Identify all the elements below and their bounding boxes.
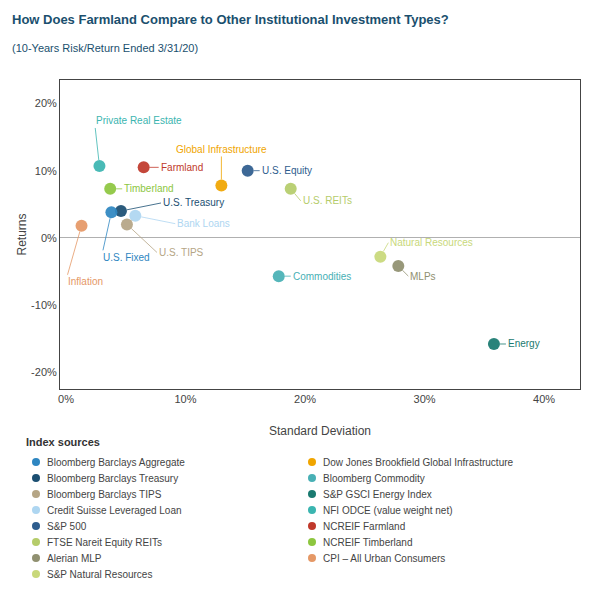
- svg-text:Bloomberg Commodity: Bloomberg Commodity: [323, 473, 425, 484]
- svg-text:S&P Natural Resources: S&P Natural Resources: [47, 569, 152, 580]
- svg-text:NCREIF Timberland: NCREIF Timberland: [323, 537, 412, 548]
- svg-text:Energy: Energy: [508, 338, 540, 349]
- svg-text:U.S. Equity: U.S. Equity: [262, 165, 312, 176]
- svg-text:Farmland: Farmland: [161, 162, 203, 173]
- svg-text:Alerian MLP: Alerian MLP: [47, 553, 102, 564]
- svg-text:Commodities: Commodities: [293, 271, 351, 282]
- svg-text:0%: 0%: [58, 393, 74, 405]
- svg-text:Bank Loans: Bank Loans: [177, 218, 230, 229]
- svg-text:-20%: -20%: [31, 366, 57, 378]
- svg-text:Global Infrastructure: Global Infrastructure: [176, 144, 267, 155]
- svg-text:CPI – All Urban Consumers: CPI – All Urban Consumers: [323, 553, 445, 564]
- svg-text:Bloomberg Barclays TIPS: Bloomberg Barclays TIPS: [47, 489, 162, 500]
- svg-text:30%: 30%: [414, 393, 436, 405]
- svg-text:U.S. Treasury: U.S. Treasury: [163, 197, 224, 208]
- svg-text:Index sources: Index sources: [26, 436, 100, 448]
- svg-text:MLPs: MLPs: [410, 271, 436, 282]
- svg-text:Returns: Returns: [15, 213, 29, 255]
- svg-text:U.S. TIPS: U.S. TIPS: [159, 247, 204, 258]
- svg-text:Natural Resources: Natural Resources: [390, 237, 473, 248]
- svg-text:40%: 40%: [533, 393, 555, 405]
- svg-text:How Does Farmland Compare to O: How Does Farmland Compare to Other Insti…: [12, 12, 449, 27]
- svg-text:0%: 0%: [41, 232, 57, 244]
- svg-text:Dow Jones Brookfield Global In: Dow Jones Brookfield Global Infrastructu…: [323, 457, 514, 468]
- svg-text:Standard Deviation: Standard Deviation: [269, 424, 371, 438]
- svg-text:FTSE Nareit Equity REITs: FTSE Nareit Equity REITs: [47, 537, 162, 548]
- svg-text:Bloomberg Barclays Treasury: Bloomberg Barclays Treasury: [47, 473, 178, 484]
- svg-text:20%: 20%: [35, 97, 57, 109]
- svg-text:Private Real Estate: Private Real Estate: [96, 115, 182, 126]
- svg-text:Timberland: Timberland: [124, 183, 174, 194]
- svg-text:S&P 500: S&P 500: [47, 521, 87, 532]
- svg-text:Bloomberg Barclays Aggregate: Bloomberg Barclays Aggregate: [47, 457, 185, 468]
- svg-text:20%: 20%: [294, 393, 316, 405]
- svg-text:Credit Suisse Leveraged Loan: Credit Suisse Leveraged Loan: [47, 505, 182, 516]
- svg-text:U.S. REITs: U.S. REITs: [303, 195, 352, 206]
- svg-text:10%: 10%: [35, 165, 57, 177]
- svg-text:Inflation: Inflation: [68, 276, 103, 287]
- svg-text:(10-Years Risk/Return Ended 3/: (10-Years Risk/Return Ended 3/31/20): [12, 42, 198, 54]
- svg-text:NFI ODCE (value weight net): NFI ODCE (value weight net): [323, 505, 453, 516]
- svg-text:NCREIF Farmland: NCREIF Farmland: [323, 521, 405, 532]
- svg-text:S&P GSCI Energy Index: S&P GSCI Energy Index: [323, 489, 432, 500]
- svg-text:-10%: -10%: [31, 299, 57, 311]
- svg-text:10%: 10%: [175, 393, 197, 405]
- svg-text:U.S. Fixed: U.S. Fixed: [103, 252, 150, 263]
